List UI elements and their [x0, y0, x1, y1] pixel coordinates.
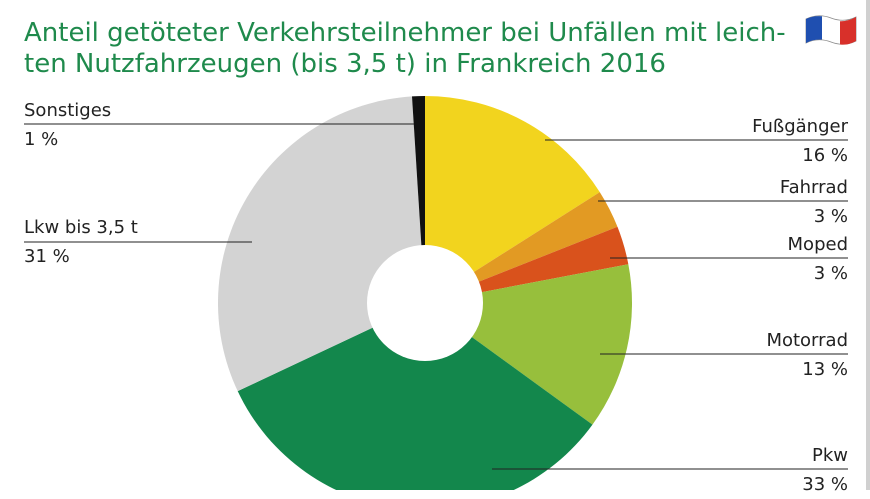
slice-name: Lkw bis 3,5 t	[24, 217, 138, 238]
label-motorrad: Motorrad 13 %	[766, 326, 848, 384]
slice-value: 13 %	[802, 359, 848, 380]
slice-name: Pkw	[812, 445, 848, 466]
slice-value: 1 %	[24, 129, 59, 150]
slice-value: 31 %	[24, 246, 70, 267]
france-flag-icon	[805, 15, 857, 45]
slice-name: Fahrrad	[779, 177, 848, 198]
label-pkw: Pkw 33 %	[802, 441, 848, 499]
label-fussgaenger: Fußgänger 16 %	[752, 112, 848, 170]
chart-title: Anteil getöteter Verkehrsteilnehmer bei …	[24, 18, 786, 80]
slice-name: Motorrad	[766, 330, 848, 351]
donut-hole	[367, 245, 483, 361]
slice-name: Sonstiges	[24, 100, 112, 121]
slice-value: 33 %	[802, 474, 848, 495]
slice-value: 16 %	[802, 145, 848, 166]
slice-pkw	[237, 303, 593, 490]
label-moped: Moped 3 %	[788, 230, 848, 288]
slice-name: Fußgänger	[752, 116, 848, 137]
label-lkw: Lkw bis 3,5 t 31 %	[24, 213, 138, 271]
slice-value: 3 %	[813, 263, 848, 284]
title-line-1: Anteil getöteter Verkehrsteilnehmer bei …	[24, 18, 786, 48]
title-line-2: ten Nutzfahrzeugen (bis 3,5 t) in Frankr…	[24, 49, 666, 79]
label-fahrrad: Fahrrad 3 %	[780, 173, 848, 231]
slice-name: Moped	[787, 234, 848, 255]
label-sonstiges: Sonstiges 1 %	[24, 96, 111, 154]
slice-value: 3 %	[813, 206, 848, 227]
slice-fußgänger	[425, 96, 600, 303]
